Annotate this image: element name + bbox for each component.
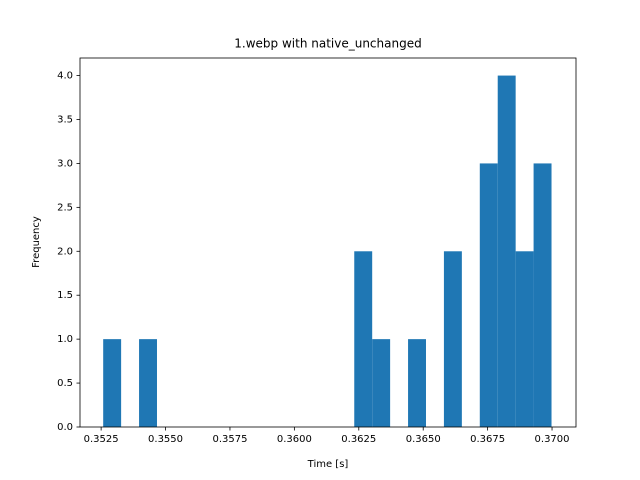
bar xyxy=(354,251,373,427)
x-tick-label: 0.3650 xyxy=(406,434,441,445)
bar xyxy=(443,251,462,427)
bar xyxy=(372,339,391,427)
bar xyxy=(103,339,122,427)
x-tick-label: 0.3550 xyxy=(148,434,183,445)
bar xyxy=(515,251,534,427)
bar xyxy=(497,75,516,428)
y-tick-label: 1.0 xyxy=(57,334,73,345)
bar xyxy=(533,163,552,427)
x-tick-label: 0.3700 xyxy=(535,434,570,445)
y-tick-label: 0.0 xyxy=(57,422,73,433)
bar xyxy=(479,163,498,427)
x-tick-label: 0.3625 xyxy=(341,434,376,445)
y-axis-label: Frequency xyxy=(31,216,42,268)
plot-frame xyxy=(79,57,577,428)
y-tick-label: 1.5 xyxy=(57,290,73,301)
y-tick-label: 4.0 xyxy=(57,71,73,82)
x-tick-label: 0.3525 xyxy=(84,434,119,445)
y-tick-label: 2.5 xyxy=(57,202,73,213)
bar xyxy=(139,339,157,427)
y-tick-label: 3.0 xyxy=(57,158,73,169)
x-tick-label: 0.3575 xyxy=(212,434,247,445)
x-tick-label: 0.3675 xyxy=(470,434,505,445)
x-axis-label: Time [s] xyxy=(307,459,349,470)
y-tick-label: 0.5 xyxy=(57,378,73,389)
y-tick-label: 3.5 xyxy=(57,115,73,126)
bar xyxy=(408,339,426,427)
y-tick-label: 2.0 xyxy=(57,246,73,257)
x-tick-label: 0.3600 xyxy=(277,434,312,445)
chart-title: 1.webp with native_unchanged xyxy=(234,37,421,51)
